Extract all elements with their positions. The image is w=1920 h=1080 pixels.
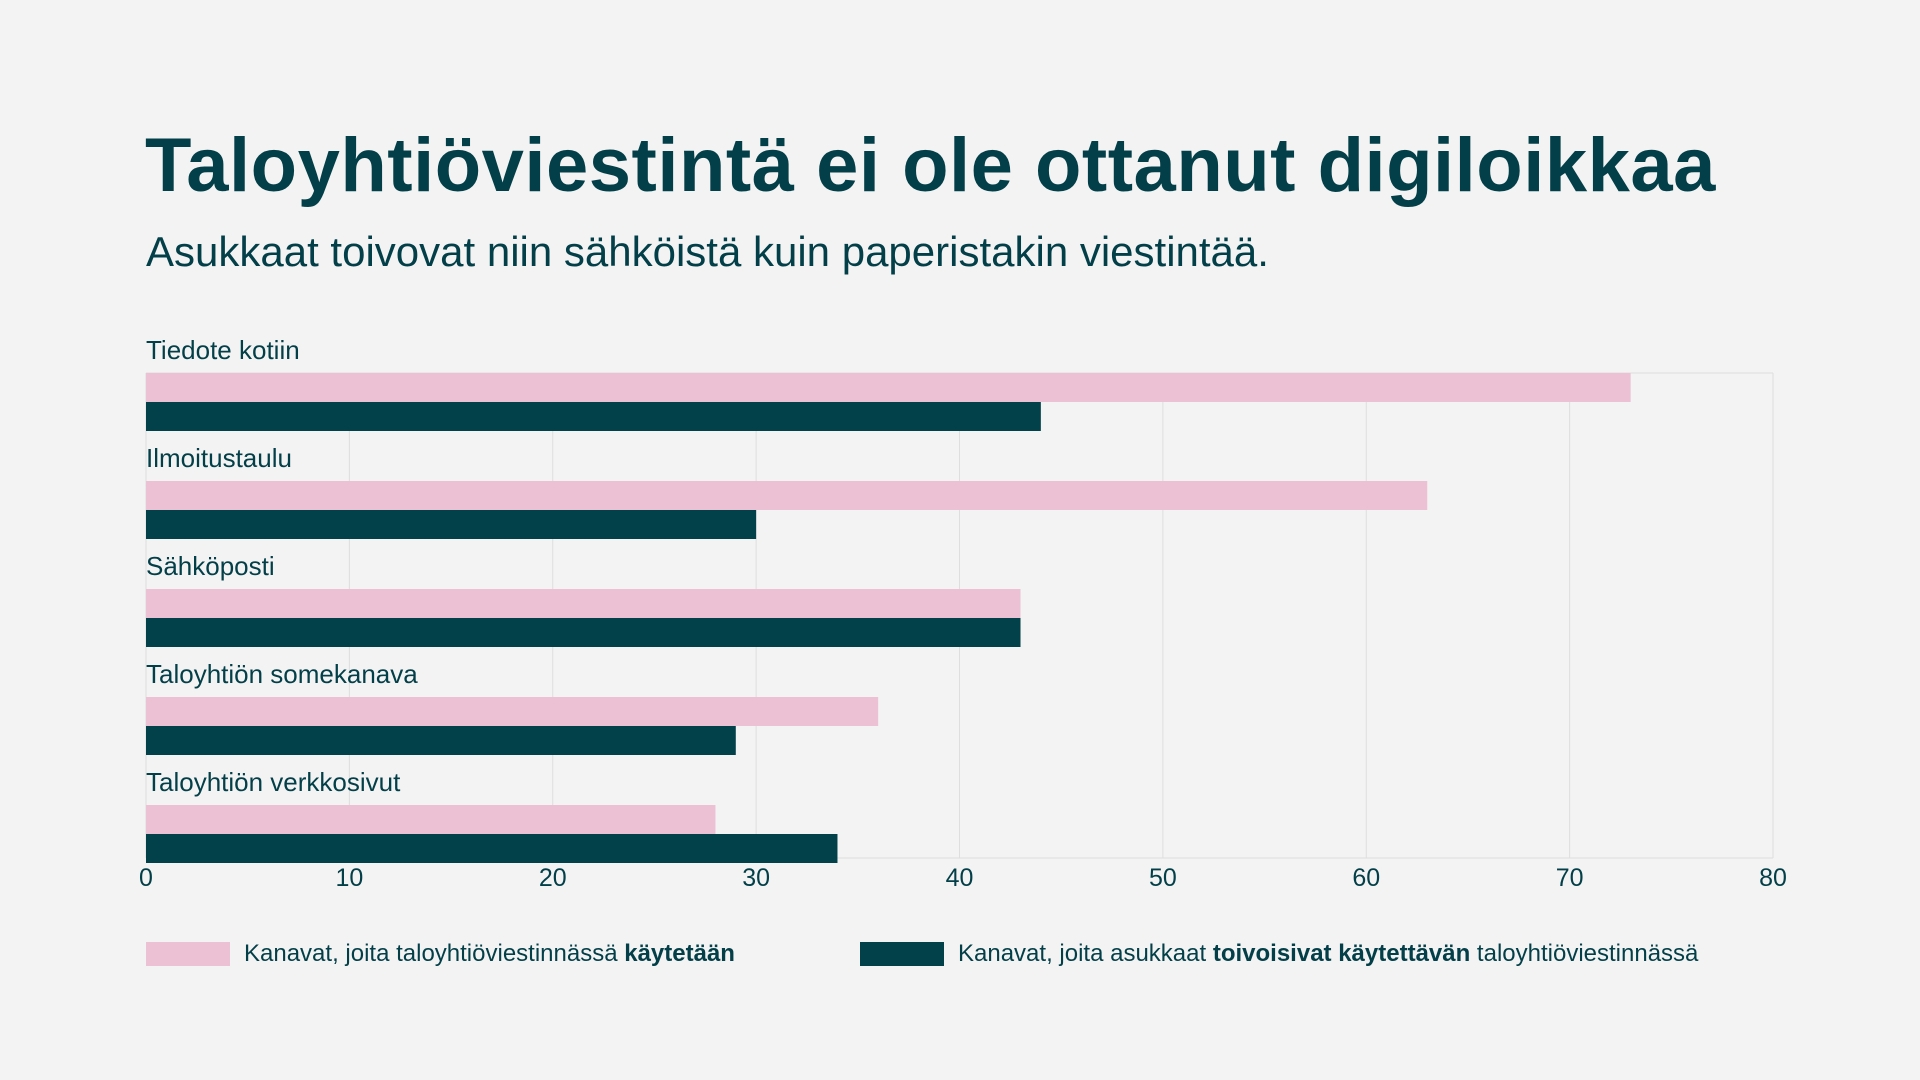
x-tick-label: 70 [1556,864,1584,892]
legend-swatch-dark [860,942,944,966]
x-tick-label: 30 [742,864,770,892]
x-tick-label: 0 [139,864,153,892]
bar-wished [146,402,1041,431]
bar-wished [146,834,838,863]
x-tick-label: 60 [1352,864,1380,892]
bar-wished [146,726,736,755]
legend-label-used: Kanavat, joita taloyhtiöviestinnässä käy… [244,940,735,967]
x-tick-label: 20 [539,864,567,892]
x-tick-label: 40 [946,864,974,892]
bar-used [146,589,1021,618]
legend-item-used: Kanavat, joita taloyhtiöviestinnässä käy… [146,939,735,969]
bar-wished [146,510,757,539]
category-label: Taloyhtiön verkkosivut [146,767,401,797]
category-label: Sähköposti [146,551,275,581]
bar-used [146,481,1428,510]
page-title: Taloyhtiöviestintä ei ole ottanut digilo… [145,123,1716,208]
x-tick-label: 50 [1149,864,1177,892]
page-subtitle: Asukkaat toivovat niin sähköistä kuin pa… [146,228,1269,275]
category-label: Tiedote kotiin [146,335,300,365]
x-tick-label: 10 [335,864,363,892]
category-label: Taloyhtiön somekanava [146,659,418,689]
legend-item-wished: Kanavat, joita asukkaat toivoisivat käyt… [860,939,1698,969]
category-label: Ilmoitustaulu [146,443,292,473]
bar-used [146,697,879,726]
x-tick-label: 80 [1759,864,1787,892]
bar-used [146,373,1631,402]
legend-label-wished: Kanavat, joita asukkaat toivoisivat käyt… [958,940,1699,967]
legend-swatch-pink [146,942,230,966]
bar-wished [146,618,1021,647]
bar-used [146,805,716,834]
